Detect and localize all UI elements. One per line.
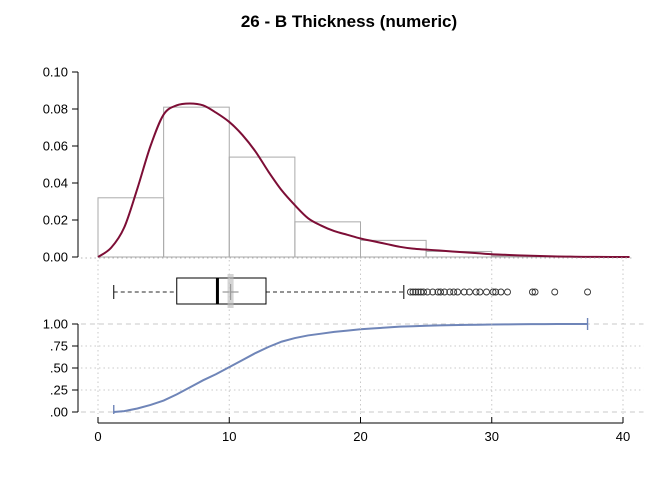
outlier-point-5 bbox=[420, 288, 427, 296]
outlier-point-23 bbox=[528, 288, 536, 296]
hist-y-tick-label-4: 0.08 bbox=[43, 102, 68, 117]
outlier-point-12 bbox=[450, 288, 458, 296]
density-curve bbox=[97, 102, 630, 258]
outlier-point-8 bbox=[434, 288, 442, 296]
ecdf-y-tick-label-0: 1.00 bbox=[43, 317, 68, 332]
outlier-point-2 bbox=[412, 288, 420, 296]
outlier-point-20 bbox=[492, 288, 500, 296]
outlier-point-0 bbox=[406, 288, 414, 296]
ecdf-y-tick-label-1: .75 bbox=[50, 339, 68, 354]
histogram-panel bbox=[97, 106, 558, 258]
box-iqr bbox=[176, 277, 267, 305]
outlier-point-15 bbox=[465, 288, 473, 296]
ecdf-y-tick-label-3: .25 bbox=[50, 383, 68, 398]
hist-y-tick-label-2: 0.04 bbox=[43, 176, 68, 191]
boxplot-panel bbox=[113, 274, 592, 308]
outlier-point-10 bbox=[441, 288, 448, 296]
hist-y-tick-label-5: 0.10 bbox=[43, 65, 68, 80]
x-tick-label-2: 20 bbox=[353, 429, 367, 444]
outlier-point-14 bbox=[460, 288, 468, 296]
hist-y-tick-label-1: 0.02 bbox=[43, 213, 68, 228]
outlier-point-19 bbox=[489, 288, 497, 296]
outlier-point-6 bbox=[423, 288, 431, 296]
chart-title: 26 - B Thickness (numeric) bbox=[241, 12, 457, 31]
x-tick-label-0: 0 bbox=[94, 429, 101, 444]
outlier-point-26 bbox=[584, 288, 592, 296]
histogram-bar-1 bbox=[163, 106, 230, 258]
outlier-point-17 bbox=[476, 288, 484, 296]
x-tick-label-4: 40 bbox=[616, 429, 630, 444]
x-tick-label-1: 10 bbox=[222, 429, 236, 444]
hist-y-tick-label-0: 0.00 bbox=[43, 250, 68, 265]
outlier-point-22 bbox=[504, 288, 511, 296]
outlier-point-7 bbox=[429, 288, 437, 296]
ecdf-panel bbox=[80, 318, 644, 414]
axes: 0.00 0.02 0.04 0.06 0.08 0.10 1.00 .75 .50 .25 .00… bbox=[43, 65, 634, 444]
outlier-point-9 bbox=[437, 288, 445, 296]
outlier-point-25 bbox=[551, 288, 559, 296]
outlier-point-24 bbox=[531, 288, 539, 296]
outlier-point-3 bbox=[414, 288, 422, 296]
histogram-bar-2 bbox=[228, 156, 296, 258]
ecdf-y-tick-label-4: .00 bbox=[50, 405, 68, 420]
ecdf-curve bbox=[113, 323, 588, 413]
outlier-point-4 bbox=[417, 288, 425, 296]
density-panel bbox=[97, 102, 630, 258]
hist-y-tick-label-3: 0.06 bbox=[43, 139, 68, 154]
histogram-bar-3 bbox=[294, 221, 361, 258]
outlier-point-11 bbox=[446, 288, 454, 296]
outlier-point-16 bbox=[472, 288, 480, 296]
outlier-point-13 bbox=[454, 288, 462, 296]
x-tick-label-3: 30 bbox=[485, 429, 499, 444]
outlier-point-18 bbox=[483, 288, 490, 296]
outlier-point-1 bbox=[409, 288, 417, 296]
outlier-point-21 bbox=[497, 288, 505, 296]
ecdf-y-tick-label-2: .50 bbox=[50, 361, 68, 376]
